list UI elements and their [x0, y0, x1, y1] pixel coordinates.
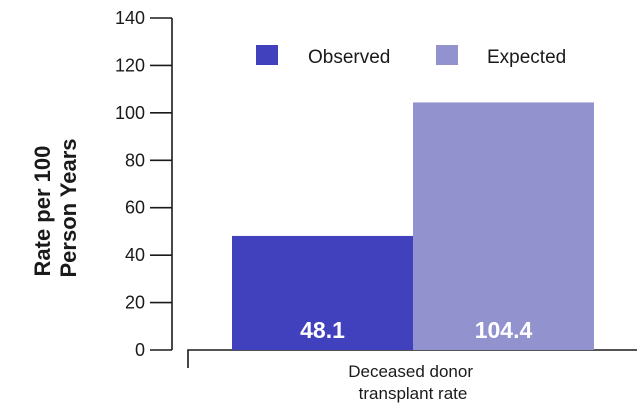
y-axis-title-line-1: Rate per 100 [30, 146, 55, 277]
bar-value-label: 48.1 [300, 317, 345, 343]
x-category-label-line-1: Deceased donor [348, 362, 473, 381]
y-axis-title: Rate per 100 Person Years [30, 138, 81, 277]
y-tick-label: 100 [115, 103, 145, 123]
y-tick-label: 60 [125, 198, 145, 218]
y-tick-label: 120 [115, 55, 145, 75]
x-category-label: Deceased donor transplant rate [348, 362, 478, 403]
y-axis-title-line-2: Person Years [56, 138, 81, 277]
y-tick-label: 80 [125, 150, 145, 170]
bar-expected [413, 102, 594, 351]
y-tick-label: 0 [135, 340, 145, 360]
y-axis: 0 20 40 60 80 100 120 140 [115, 8, 173, 360]
legend-swatch-expected [436, 45, 458, 65]
y-tick-label: 20 [125, 293, 145, 313]
legend-label-observed: Observed [308, 47, 390, 68]
y-tick-label: 40 [125, 245, 145, 265]
legend-swatch-observed [256, 45, 278, 65]
x-category-label-line-2: transplant rate [359, 384, 468, 403]
bar-value-label: 104.4 [475, 317, 533, 343]
legend: Observed Expected [256, 45, 566, 68]
legend-label-expected: Expected [487, 47, 566, 68]
bars: 48.1 104.4 [232, 102, 594, 351]
y-tick-label: 140 [115, 8, 145, 28]
bar-observed [232, 235, 413, 350]
